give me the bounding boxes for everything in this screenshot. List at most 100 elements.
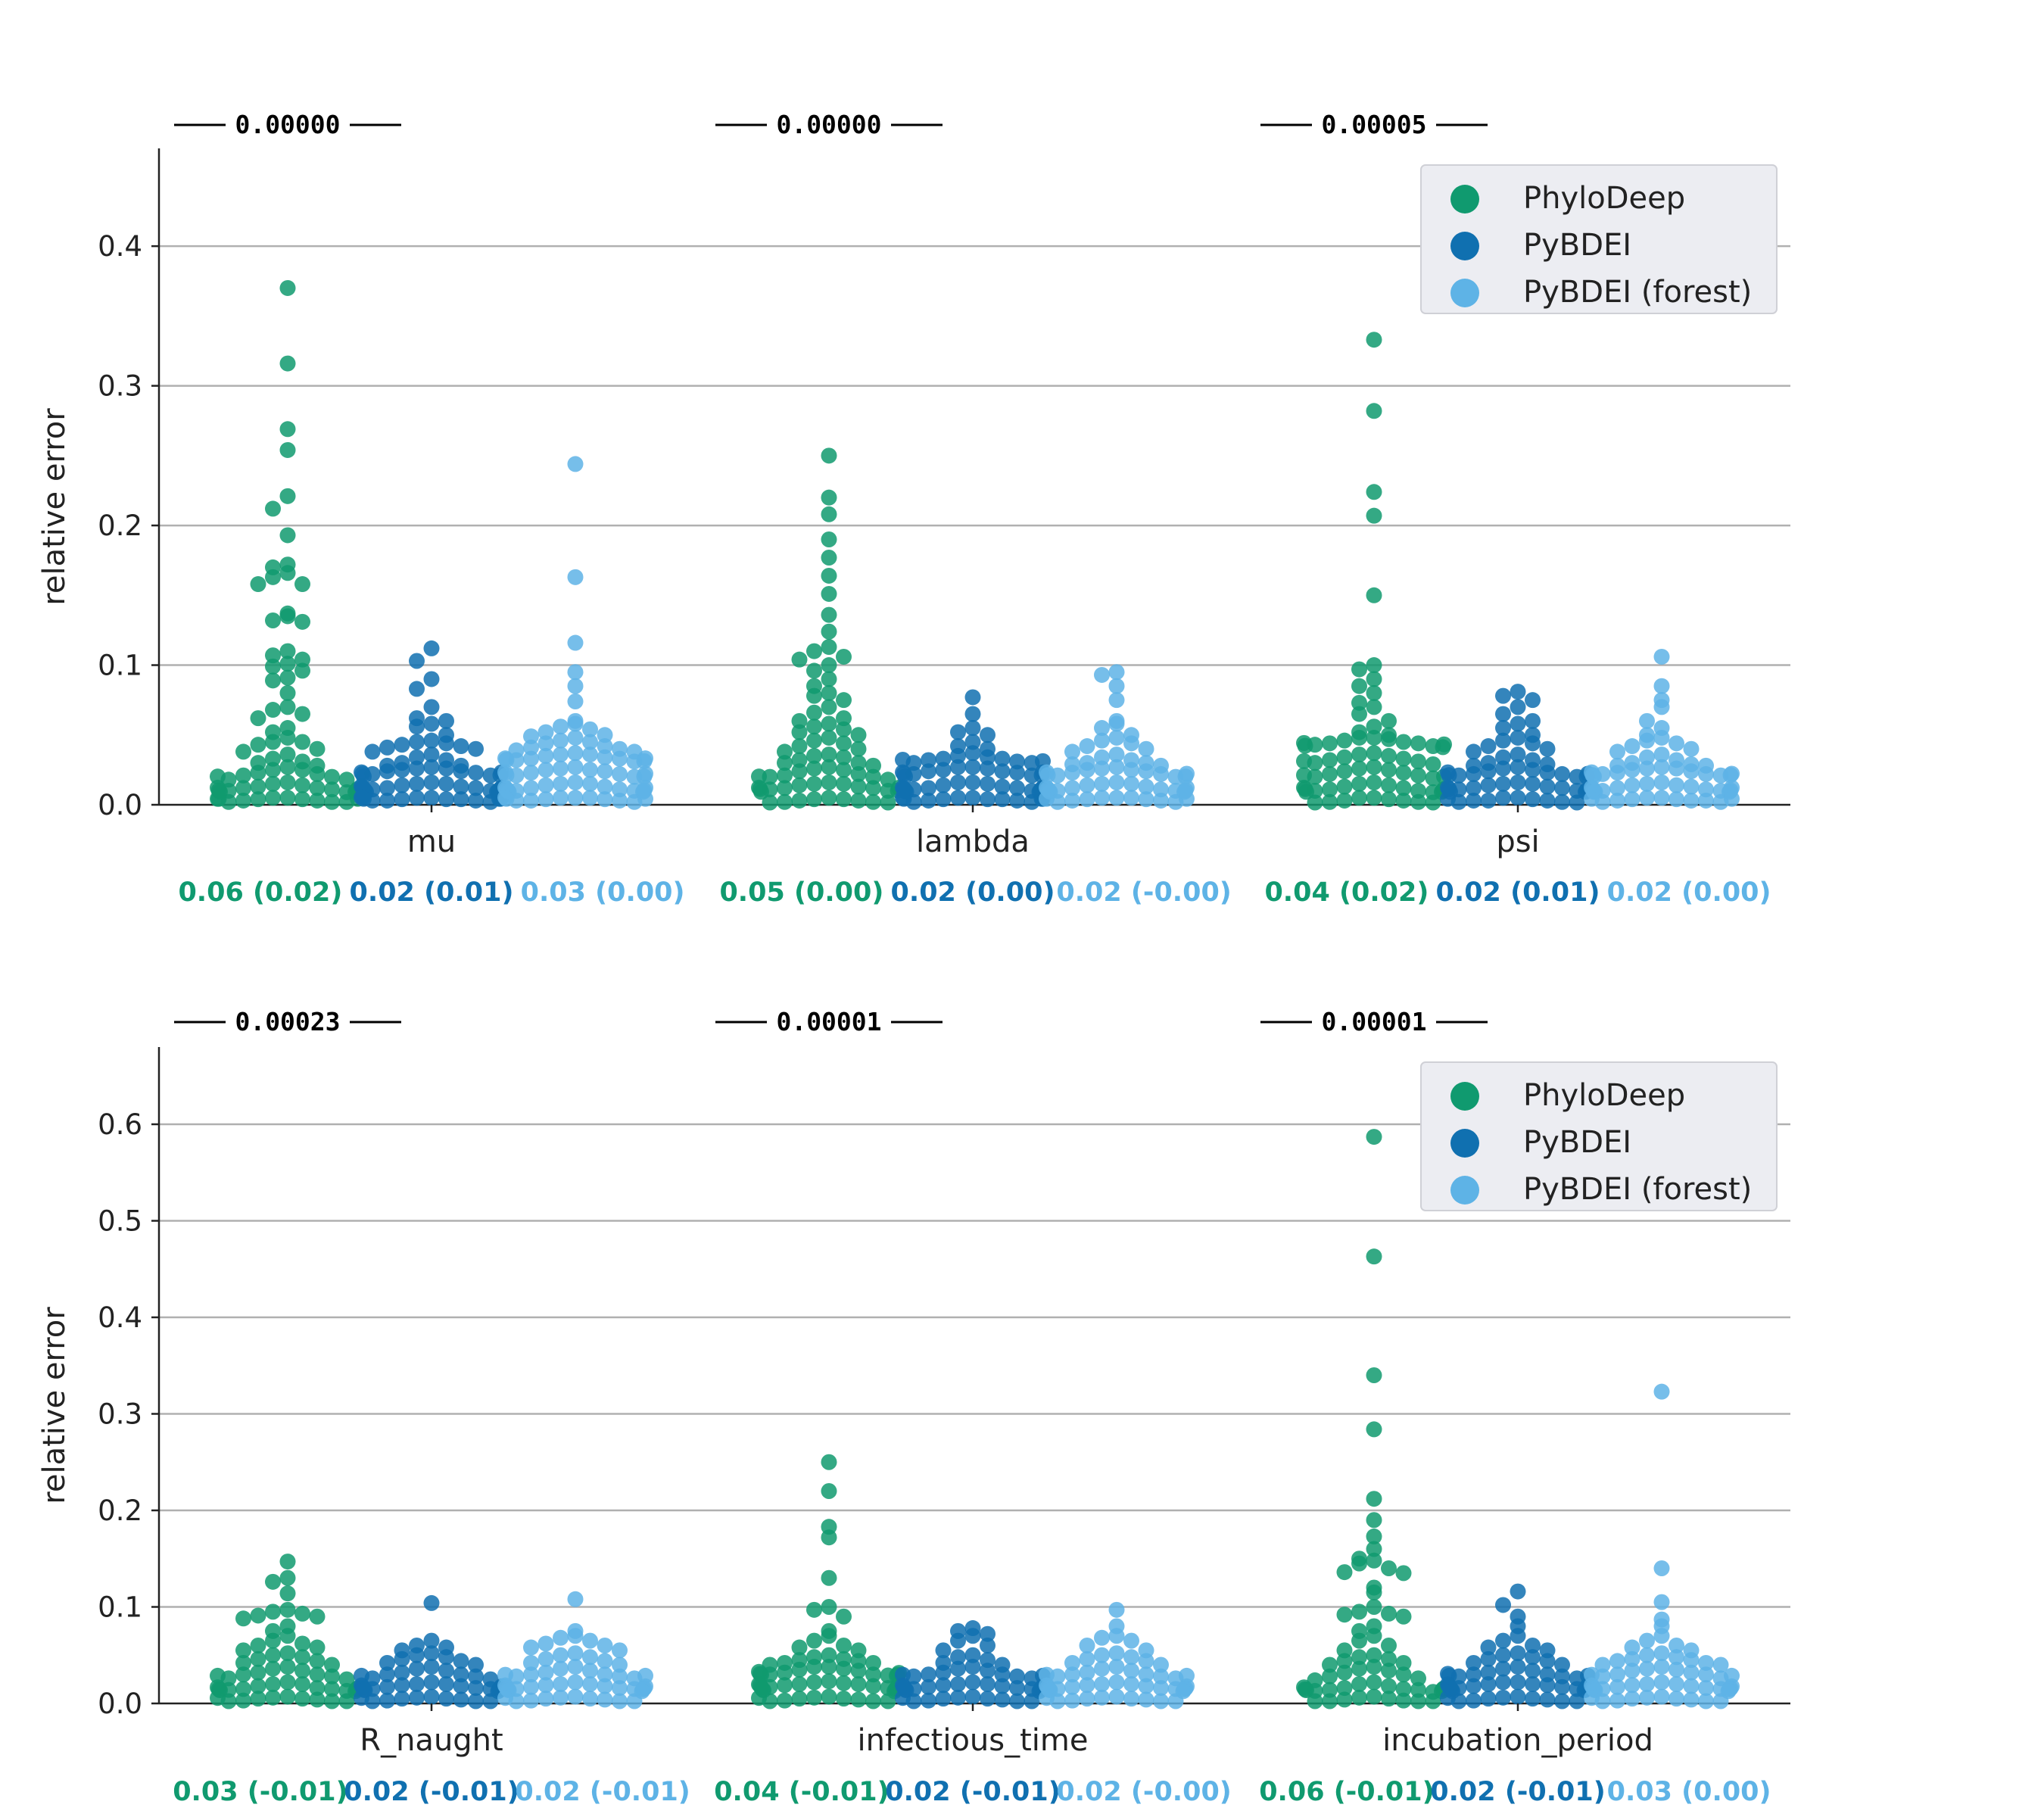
data-point	[1108, 1674, 1125, 1691]
data-point	[1639, 760, 1655, 777]
data-point	[553, 790, 569, 806]
data-point	[1366, 759, 1382, 775]
data-point	[1381, 1560, 1397, 1576]
data-point	[497, 1690, 513, 1706]
data-point	[394, 1677, 410, 1694]
data-point	[821, 1628, 837, 1644]
legend-marker	[1450, 185, 1479, 213]
data-point	[1584, 1690, 1600, 1706]
data-point	[1366, 587, 1382, 603]
data-point	[498, 752, 515, 768]
data-point	[553, 775, 569, 792]
data-point	[423, 640, 440, 656]
data-point	[324, 781, 340, 798]
data-point	[836, 735, 852, 752]
data-point	[865, 1666, 881, 1683]
stat-label: 0.04 (0.02)	[1264, 877, 1429, 908]
data-point	[821, 506, 837, 522]
data-point	[250, 1678, 266, 1694]
data-point	[1624, 1663, 1640, 1679]
data-point	[637, 790, 653, 807]
data-point	[394, 1650, 410, 1667]
data-point	[1322, 1656, 1338, 1673]
data-point	[964, 1659, 981, 1675]
data-point	[309, 740, 326, 757]
legend-marker	[1450, 279, 1479, 307]
data-point	[250, 1638, 266, 1653]
data-point	[279, 684, 296, 701]
data-point	[1639, 1676, 1655, 1692]
data-point	[338, 771, 355, 788]
data-point	[850, 778, 867, 795]
data-point	[806, 662, 822, 679]
legend-marker	[1450, 1082, 1479, 1111]
data-point	[850, 1676, 867, 1692]
data-point	[950, 1649, 966, 1666]
data-point	[537, 762, 554, 778]
data-point	[210, 1667, 226, 1684]
data-point	[423, 1674, 440, 1691]
data-point	[1079, 1677, 1095, 1694]
data-point	[1495, 706, 1511, 722]
data-point	[1669, 1649, 1684, 1666]
data-point	[1366, 671, 1382, 687]
data-point	[1624, 738, 1640, 755]
data-point	[1525, 735, 1541, 752]
data-point	[1108, 664, 1125, 681]
data-point	[453, 738, 469, 755]
data-point	[1609, 1678, 1625, 1695]
data-point	[1510, 1628, 1526, 1644]
data-point	[294, 1649, 310, 1666]
data-point	[394, 762, 410, 778]
data-point	[1366, 729, 1382, 746]
data-point	[1108, 759, 1125, 775]
stat-label: 0.02 (-0.01)	[1430, 1777, 1605, 1807]
data-point	[1495, 790, 1511, 806]
data-point	[309, 1691, 326, 1708]
p-value-label: 0.00023	[235, 1007, 340, 1036]
data-point	[1510, 699, 1526, 715]
data-point	[523, 750, 539, 767]
data-point	[1495, 687, 1511, 704]
data-point	[1381, 712, 1397, 729]
data-point	[1336, 1664, 1353, 1681]
data-point	[235, 1654, 251, 1671]
data-point	[880, 794, 896, 811]
data-point	[612, 1668, 628, 1685]
data-point	[1495, 720, 1511, 737]
data-point	[394, 737, 410, 753]
y-tick-label: 0.5	[98, 1205, 142, 1238]
data-point	[1094, 1689, 1110, 1706]
data-point	[806, 1659, 822, 1675]
data-point	[935, 1691, 952, 1707]
data-point	[379, 792, 395, 809]
data-point	[1064, 1692, 1080, 1709]
data-point	[865, 793, 881, 810]
data-point	[806, 687, 822, 704]
data-point	[582, 746, 598, 763]
data-point	[821, 1569, 837, 1586]
data-point	[751, 1690, 767, 1706]
data-point	[582, 1663, 598, 1679]
data-point	[935, 1677, 952, 1694]
legend-label: PhyloDeep	[1523, 1078, 1685, 1113]
data-point	[1351, 1676, 1367, 1692]
data-point	[1653, 1560, 1670, 1576]
data-point	[1322, 752, 1338, 768]
data-point	[921, 780, 936, 796]
data-point	[1108, 1645, 1125, 1662]
data-point	[265, 612, 281, 629]
data-point	[1653, 774, 1670, 790]
data-point	[935, 750, 952, 767]
data-point	[1039, 790, 1055, 807]
data-point	[1381, 791, 1397, 808]
data-point	[235, 1610, 251, 1627]
data-point	[567, 1645, 584, 1662]
data-point	[1322, 781, 1338, 798]
legend-label: PyBDEI (forest)	[1523, 1172, 1752, 1207]
data-point	[265, 790, 281, 806]
data-point	[994, 791, 1011, 808]
data-point	[1336, 792, 1353, 809]
data-point	[964, 1647, 981, 1663]
data-point	[1366, 718, 1382, 735]
